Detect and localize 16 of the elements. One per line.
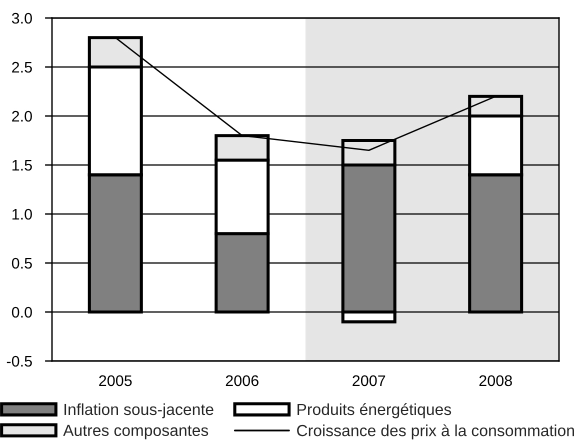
y-tick-label: 1.5 [12, 160, 32, 171]
legend-label: Croissance des prix à la consommation [297, 424, 574, 440]
y-tick-label: 0.5 [12, 258, 32, 269]
y-tick-label: 2.0 [12, 110, 32, 122]
y-tick-label: 2.5 [12, 62, 32, 73]
legend-label: Produits énergétiques [298, 403, 452, 418]
legend-label: Inflation sous-jacente [64, 403, 214, 418]
y-tick-label: 0.0 [12, 306, 32, 318]
x-tick-label: 2008 [479, 375, 512, 386]
x-tick-label: 2007 [352, 375, 386, 386]
y-tick-label: 1.0 [12, 208, 32, 220]
x-tick-label: 2005 [99, 375, 132, 386]
x-tick-label: 2006 [226, 375, 258, 386]
legend-label: Autres composantes [63, 424, 208, 440]
y-tick-label: 3.0 [12, 12, 32, 24]
y-tick-label: -0.5 [6, 356, 32, 367]
